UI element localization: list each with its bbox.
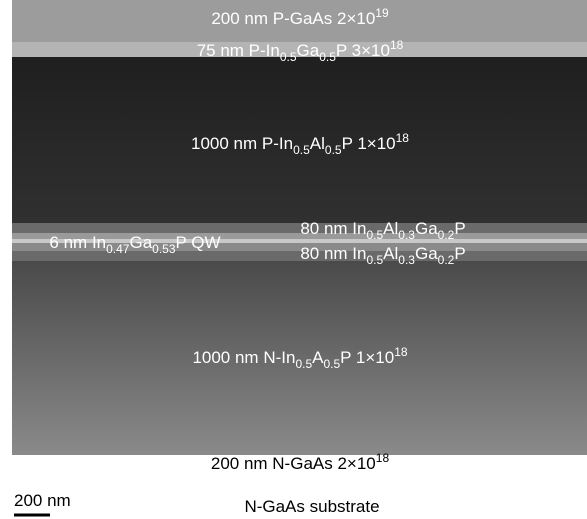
label-sub: 0.47 — [106, 242, 130, 256]
label-sub: 0.5 — [319, 50, 336, 64]
label-sub: 0.3 — [398, 253, 415, 267]
label-text: 75 nm P-In — [197, 41, 280, 60]
label-text: Ga — [297, 41, 320, 60]
label-sub: 0.53 — [152, 242, 176, 256]
label-sup: 18 — [390, 38, 404, 52]
label-sub: 0.5 — [323, 357, 340, 371]
label-sub: 0.5 — [293, 143, 310, 157]
layer-label: 200 nm — [14, 491, 71, 510]
label-text: Ga — [129, 233, 152, 252]
layer-p-inalp — [12, 57, 587, 223]
label-text: Al — [310, 134, 325, 153]
label-sub: 0.5 — [366, 253, 383, 267]
layer-label: 200 nm P-GaAs 2×1019 — [211, 6, 389, 28]
layer-label: N-GaAs substrate — [244, 497, 379, 516]
label-text: 200 nm — [14, 491, 71, 510]
label-sup: 18 — [376, 451, 390, 465]
label-sup: 19 — [375, 6, 389, 20]
label-sub: 0.5 — [280, 50, 297, 64]
label-text: Ga — [415, 219, 438, 238]
label-sub: 0.5 — [295, 357, 312, 371]
label-sub: 0.3 — [398, 228, 415, 242]
label-text: 1000 nm N-In — [192, 348, 295, 367]
label-text: P 1×10 — [342, 134, 396, 153]
label-text: 200 nm P-GaAs 2×10 — [211, 9, 375, 28]
label-text: A — [312, 348, 324, 367]
label-text: P — [454, 219, 465, 238]
label-sup: 18 — [396, 131, 410, 145]
label-text: Al — [383, 244, 398, 263]
label-text: P QW — [176, 233, 221, 252]
label-text: P 3×10 — [336, 41, 390, 60]
label-text: P 1×10 — [340, 348, 394, 367]
label-text: 80 nm In — [300, 244, 366, 263]
label-sub: 0.2 — [438, 228, 455, 242]
label-text: 200 nm N-GaAs 2×10 — [211, 454, 376, 473]
layer-label: 200 nm N-GaAs 2×1018 — [211, 451, 390, 473]
label-text: Ga — [415, 244, 438, 263]
label-sub: 0.5 — [366, 228, 383, 242]
label-sub: 0.5 — [325, 143, 342, 157]
label-sup: 18 — [394, 345, 408, 359]
label-text: N-GaAs substrate — [244, 497, 379, 516]
label-text: P — [454, 244, 465, 263]
label-sub: 0.2 — [438, 253, 455, 267]
label-text: 80 nm In — [300, 219, 366, 238]
label-text: 6 nm In — [49, 233, 106, 252]
label-text: Al — [383, 219, 398, 238]
label-text: 1000 nm P-In — [191, 134, 293, 153]
figure: 200 nm P-GaAs 2×101975 nm P-In0.5Ga0.5P … — [0, 0, 587, 519]
